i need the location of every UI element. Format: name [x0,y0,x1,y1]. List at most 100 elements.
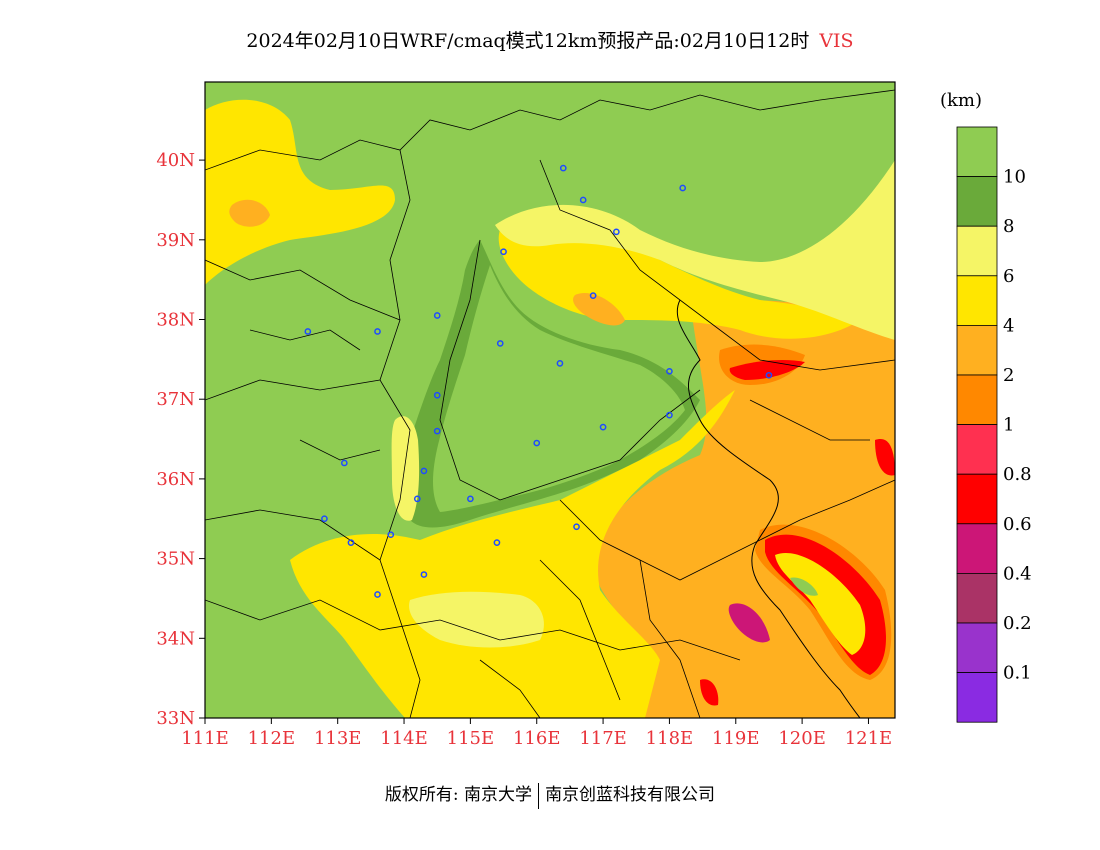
colorbar-swatch [956,573,998,624]
lat-tick-label: 39N [156,230,195,251]
colorbar-label: 4 [1003,315,1014,336]
colorbar-swatch [956,473,998,525]
colorbar-label: 0.2 [1003,613,1032,634]
station-marker [493,539,501,547]
station-marker [321,515,328,523]
colorbar: 10 8 6 4 2 1 0.8 0.6 0.4 0.2 0.1 [956,126,1032,723]
station-marker [433,312,441,319]
field-region-0.6km-ne [729,360,805,380]
lon-tick-label: 120E [778,728,826,749]
station-marker [340,459,348,467]
colorbar-swatch [956,424,998,475]
lat-tick-label: 36N [156,469,195,490]
station-marker [467,495,474,503]
colorbar-swatch [956,672,998,723]
station-marker [559,164,567,172]
colorbar-label: 10 [1003,167,1026,188]
lon-tick-label: 114E [380,728,428,749]
station-marker [599,423,607,431]
station-marker [579,196,587,204]
field-patch-south-red [700,679,719,706]
lat-tick-label: 35N [156,549,195,570]
colorbar-unit: (km) [940,90,983,111]
visibility-field [205,82,895,718]
title-main: 2024年02月10日WRF/cmaq模式12km预报产品:02月10日12时 [246,30,810,52]
station-marker [765,371,773,379]
field-region-west-yellow [205,99,395,285]
lat-tick-label: 34N [156,628,195,649]
station-marker [347,539,355,547]
station-marker [433,391,441,399]
station-markers [304,164,773,598]
colorbar-label: 6 [1003,266,1014,287]
lon-tick-label: 119E [712,728,760,749]
field-region-10km-center [433,265,685,512]
station-marker [433,427,441,435]
station-marker [500,248,507,256]
colorbar-swatch [956,622,998,673]
lon-tick-label: 111E [181,728,229,749]
field-region-8-6km-north [495,160,895,340]
station-marker [533,439,541,447]
station-marker [304,328,312,335]
lon-tick-label: 117E [579,728,627,749]
coastline [676,299,861,718]
colorbar-label: 0.4 [1003,563,1032,584]
station-marker [374,328,381,335]
station-marker [666,411,673,419]
station-marker [666,367,673,375]
station-marker [413,495,421,503]
station-marker [556,359,564,367]
field-region-8-6km-south [409,591,544,648]
footer-separator [538,782,540,809]
lat-tick-label: 38N [156,310,195,331]
lat-tick-label: 33N [156,708,195,729]
station-marker [589,292,597,299]
title-variable: VIS [819,30,854,52]
station-marker [573,523,580,531]
colorbar-swatch [956,126,998,177]
field-patch-east-red [875,439,895,476]
field-region-10km-se-core [790,577,818,596]
station-marker [387,531,395,539]
colorbar-swatch [956,324,998,376]
field-region-6-4km-south [290,390,735,718]
colorbar-swatch [956,176,998,227]
colorbar-label: 0.1 [1003,663,1032,684]
colorbar-swatch [956,275,998,326]
colorbar-swatch [956,523,998,574]
colorbar-label: 2 [1003,365,1014,386]
lon-tick-label: 115E [447,728,495,749]
lon-tick-label: 113E [314,728,362,749]
lon-tick-label: 121E [845,728,893,749]
map-title: 2024年02月10日WRF/cmaq模式12km预报产品:02月10日12时 V… [0,26,1100,53]
station-marker [420,467,428,475]
footer-copyright: 版权所有: 南京大学 [384,785,533,805]
boundary-lines [205,89,895,718]
lon-tick-label: 116E [513,728,561,749]
colorbar-swatch [956,225,998,277]
station-marker [679,184,687,192]
colorbar-label: 8 [1003,216,1014,237]
lon-tick-label: 112E [248,728,296,749]
footer: 版权所有: 南京大学 南京创蓝科技有限公司 [0,780,1100,809]
longitude-axis: 111E 112E 113E 114E 115E 116E 117E 118E 119E 120E… [181,718,892,749]
latitude-axis: 33N 34N 35N 36N 37N 38N 39N 40N [156,150,205,729]
lat-tick-label: 40N [156,150,195,171]
colorbar-swatch [956,374,998,425]
colorbar-label: 1 [1003,415,1014,436]
field-patch-south-magenta [728,603,770,643]
station-marker [420,571,428,578]
footer-company: 南京创蓝科技有限公司 [545,785,716,805]
colorbar-label: 0.8 [1003,464,1032,485]
lat-tick-label: 37N [156,389,195,410]
lon-tick-label: 118E [646,728,694,749]
colorbar-label: 0.6 [1003,514,1032,535]
station-marker [612,228,620,236]
field-patch-north-orange [573,292,625,326]
field-patch-west-orange [229,199,270,227]
field-patch-central-strip [391,416,420,521]
station-marker [496,340,504,347]
map-frame [204,81,896,719]
